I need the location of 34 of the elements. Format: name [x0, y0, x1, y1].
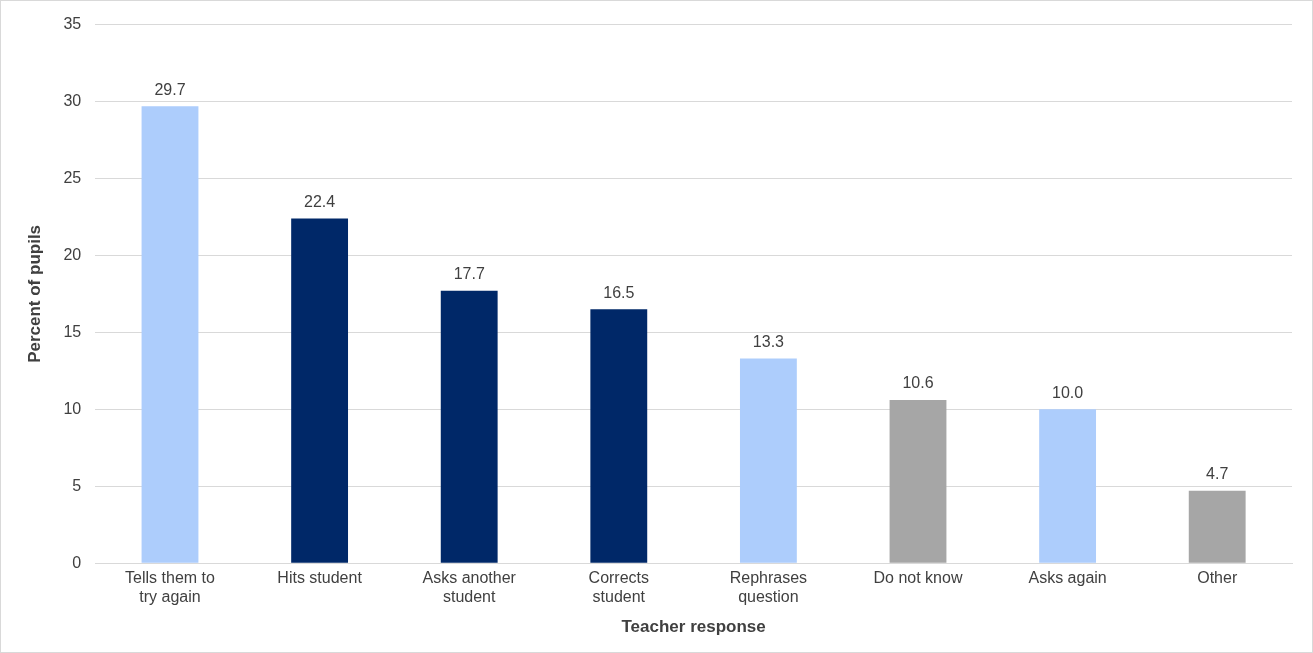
- data-label: 17.7: [453, 265, 485, 283]
- x-tick-label: Asks another student: [422, 569, 517, 606]
- x-tick-label: Do not know: [873, 569, 963, 587]
- x-tick-label: Hits student: [277, 569, 363, 587]
- data-label: 4.7: [1206, 465, 1229, 483]
- x-tick-label: Tells them to try again: [125, 569, 215, 606]
- bar: [1188, 490, 1246, 563]
- y-tick-label: 35: [63, 15, 82, 33]
- x-axis-title: Teacher response: [621, 617, 766, 637]
- y-axis-title: Percent of pupils: [24, 224, 44, 363]
- y-tick-label: 30: [63, 91, 82, 109]
- bar: [141, 106, 199, 563]
- bar: [739, 358, 797, 563]
- bar: [440, 290, 498, 563]
- data-label: 29.7: [154, 80, 186, 98]
- bar: [889, 400, 947, 563]
- data-label: 13.3: [752, 332, 785, 350]
- y-tick-label: 10: [63, 399, 82, 417]
- y-tick-label: 25: [63, 168, 82, 186]
- x-tick-label: Rephrases question: [729, 569, 808, 606]
- data-label: 16.5: [603, 283, 635, 301]
- data-label: 22.4: [304, 192, 336, 210]
- y-tick-label: 0: [72, 553, 82, 571]
- x-tick-label: Other: [1197, 569, 1238, 587]
- bar: [291, 218, 349, 563]
- bar: [1039, 409, 1097, 563]
- data-label: 10.0: [1052, 383, 1084, 401]
- x-tick-label: Corrects student: [588, 569, 650, 606]
- bar: [590, 309, 648, 563]
- y-tick-label: 5: [72, 476, 82, 494]
- x-tick-label: Asks again: [1028, 569, 1107, 587]
- y-tick-label: 20: [63, 245, 82, 263]
- data-label: 10.6: [902, 374, 934, 392]
- y-tick-label: 15: [63, 322, 82, 340]
